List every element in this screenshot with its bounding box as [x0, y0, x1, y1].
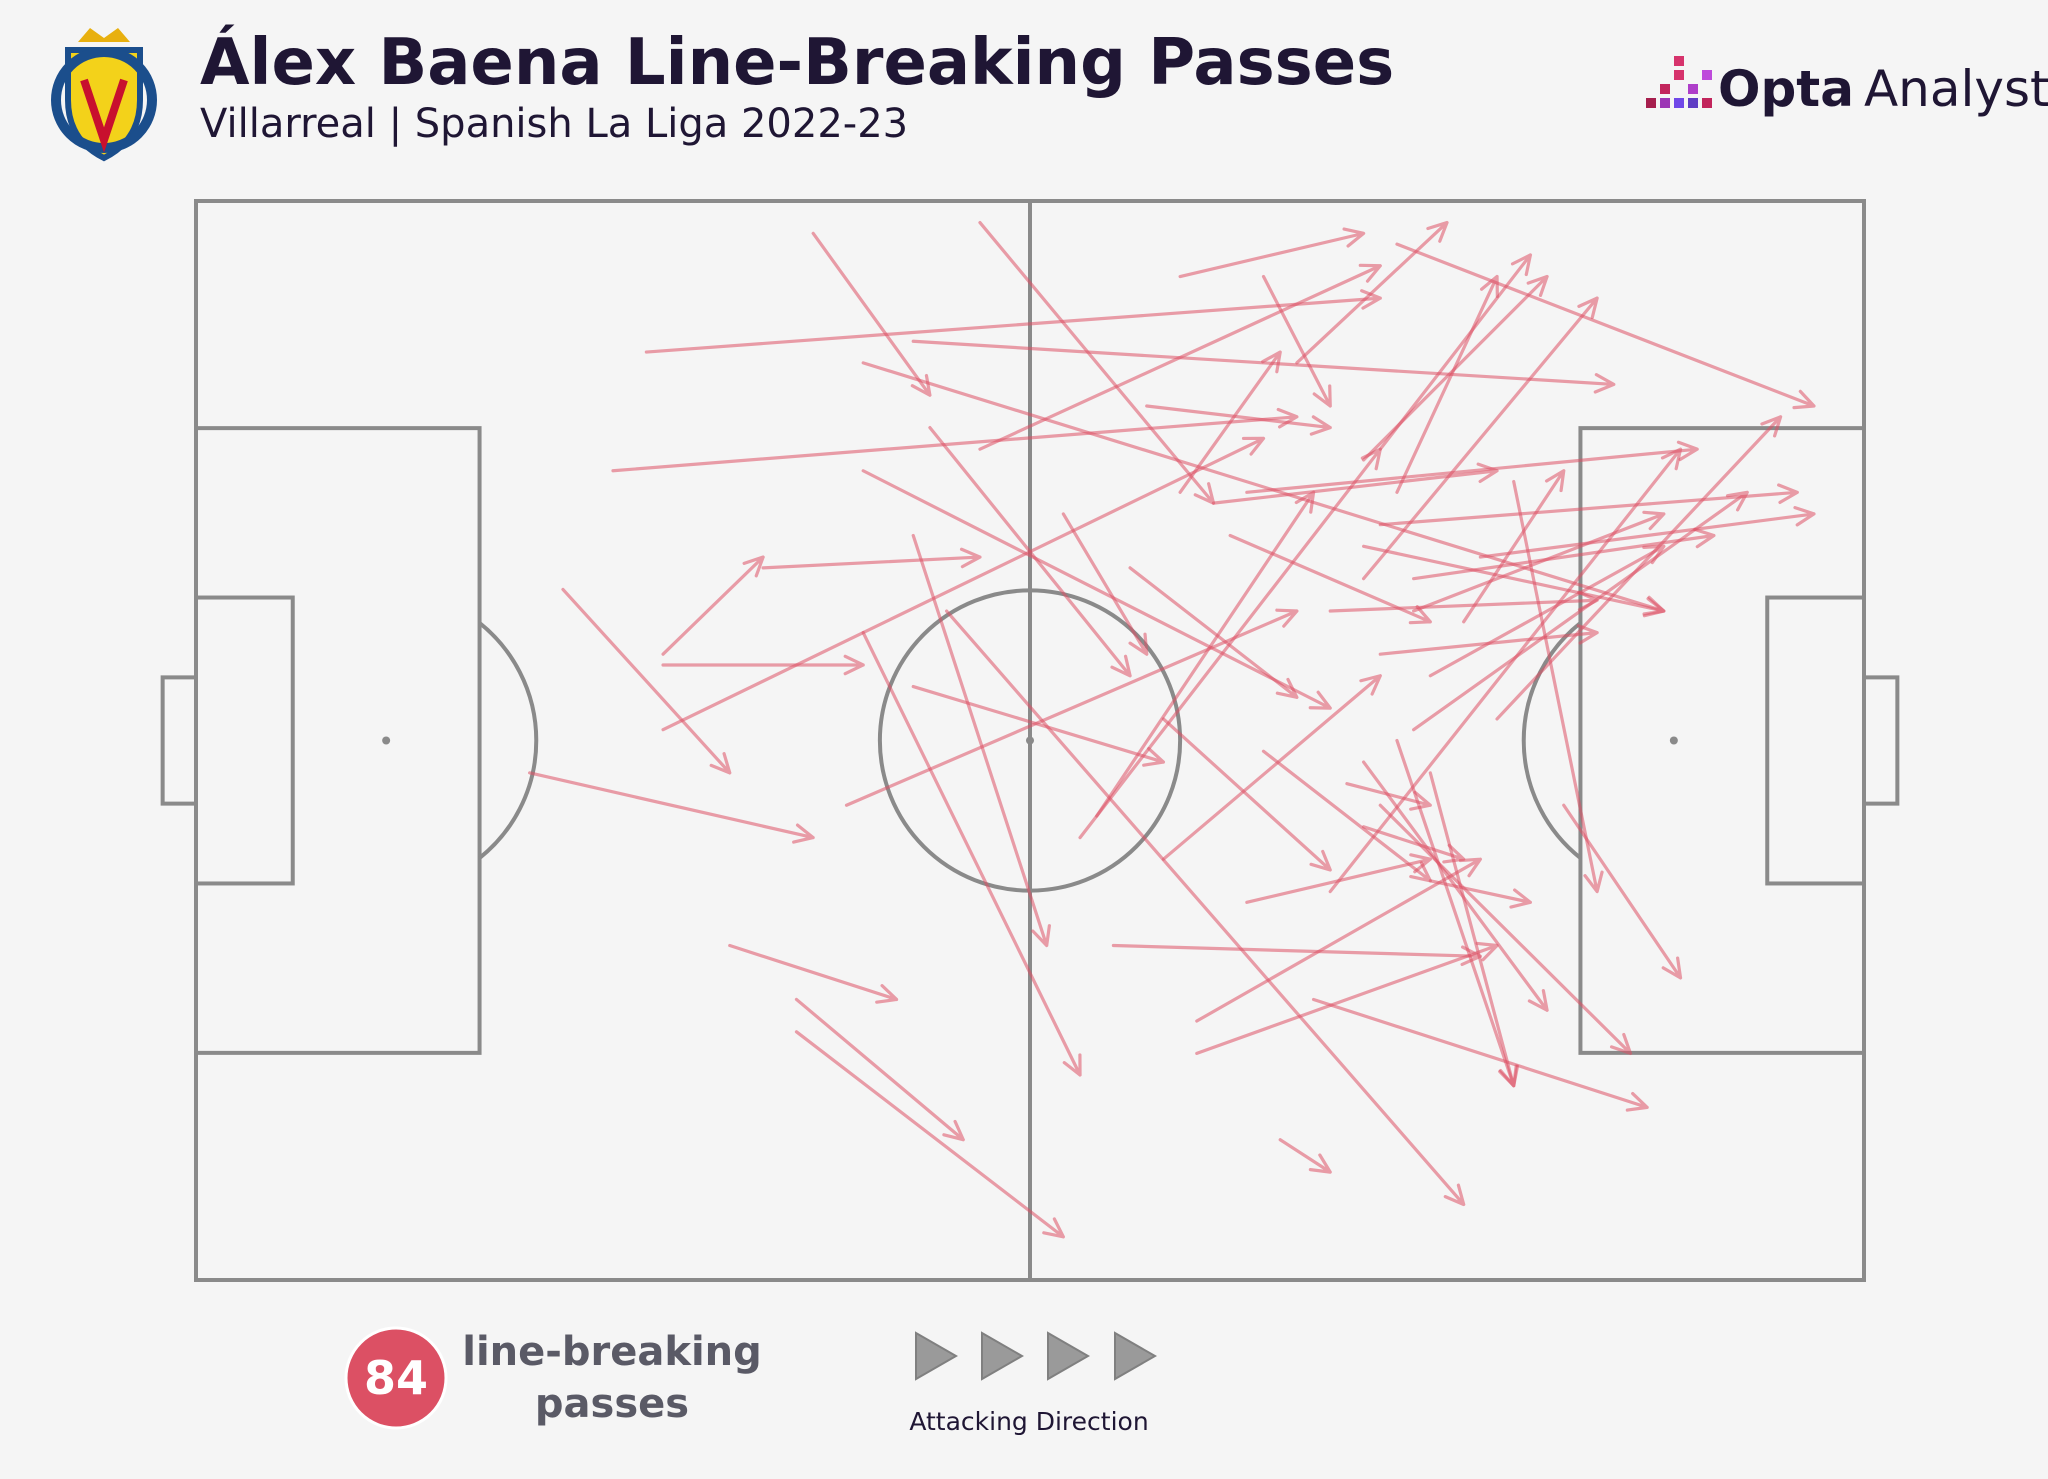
direction-label: Attacking Direction: [909, 1407, 1148, 1436]
penalty-spot: [382, 736, 391, 745]
brand-name: Opta Analyst: [1718, 60, 2048, 118]
title: Álex Baena Line-Breaking Passes: [200, 24, 1394, 100]
pass-arrow: [1095, 490, 1316, 818]
pass-arrow: [1195, 941, 1499, 1056]
pass-arrow: [528, 771, 815, 844]
pass-arrow: [1495, 415, 1783, 721]
pass-arrow: [1362, 274, 1549, 462]
total-value: 84: [364, 1351, 428, 1405]
pass-arrow: [1228, 533, 1432, 625]
pass-arrow: [911, 684, 1166, 767]
pass-arrow: [978, 263, 1382, 451]
pass-arrow: [1328, 447, 1683, 894]
pass-arrow: [1395, 242, 1816, 410]
pass-arrow: [1395, 274, 1499, 494]
pass-arrow: [1211, 462, 1499, 505]
total-badge: [344, 1326, 448, 1430]
direction-arrows: [915, 1331, 1158, 1381]
goal: [1862, 675, 1900, 806]
pass-arrow: [1362, 544, 1666, 618]
pass-arrow: [1378, 483, 1799, 527]
pass-arrow: [1428, 771, 1520, 1088]
brand-secondary: Analyst: [1864, 60, 2048, 118]
pass-arrow: [911, 533, 1051, 948]
total-label: passes: [535, 1381, 689, 1427]
pass-arrow: [1161, 674, 1382, 861]
pass-arrow: [1428, 879, 1532, 909]
pass-arrow: [1512, 479, 1604, 894]
pass-arrow: [794, 997, 965, 1142]
goal: [160, 675, 198, 806]
pass-arrow: [1378, 803, 1633, 1056]
pitch: [160, 199, 1900, 1282]
pass-arrow: [1295, 220, 1449, 365]
pass-arrow: [561, 587, 732, 775]
pass-arrow: [1428, 544, 1666, 678]
pass-arrow: [1362, 296, 1599, 581]
pass-arrow: [1128, 566, 1299, 699]
pass-arrow: [1462, 469, 1566, 624]
pass-arrow: [1478, 505, 1816, 559]
pass-arrow: [1362, 825, 1466, 864]
pass-arrow: [844, 608, 1299, 807]
pass-arrow: [1412, 510, 1666, 613]
pass-arrow: [644, 289, 1382, 354]
passes: [528, 220, 1816, 1239]
pass-arrow: [661, 436, 1266, 732]
pass-arrow: [1061, 512, 1149, 656]
pass-arrow: [661, 654, 865, 676]
pass-arrow: [728, 943, 899, 1004]
pass-arrow: [1178, 227, 1366, 279]
pass-arrow: [1412, 490, 1749, 732]
pass-arrow: [794, 1030, 1065, 1239]
centre-spot: [1026, 736, 1034, 745]
pass-arrow: [1278, 1138, 1332, 1174]
pass-arrow: [1562, 803, 1683, 980]
brand-logo: [1646, 56, 1712, 108]
pass-arrow: [761, 547, 982, 570]
penalty-arc: [1521, 621, 1582, 860]
brand-primary: Opta: [1718, 60, 1854, 118]
pass-arrow: [1178, 350, 1282, 494]
pass-arrow: [1245, 440, 1699, 494]
pass-arrow: [661, 555, 765, 656]
pass-arrow: [861, 631, 1082, 1077]
pass-arrow: [1145, 404, 1332, 436]
pass-arrow: [945, 609, 1466, 1207]
penalty-spot: [1669, 736, 1678, 745]
subtitle: Villarreal | Spanish La Liga 2022-23: [200, 101, 908, 147]
pass-arrow: [1161, 717, 1332, 872]
pass-arrow: [1195, 857, 1482, 1023]
pass-arrow: [861, 469, 1332, 710]
penalty-arc: [478, 621, 539, 860]
pass-arrow: [1261, 274, 1332, 408]
pass-arrow: [1311, 997, 1649, 1112]
pass-arrow: [1078, 447, 1382, 840]
club-crest: [51, 28, 157, 162]
total-label: line-breaking: [462, 1329, 762, 1375]
